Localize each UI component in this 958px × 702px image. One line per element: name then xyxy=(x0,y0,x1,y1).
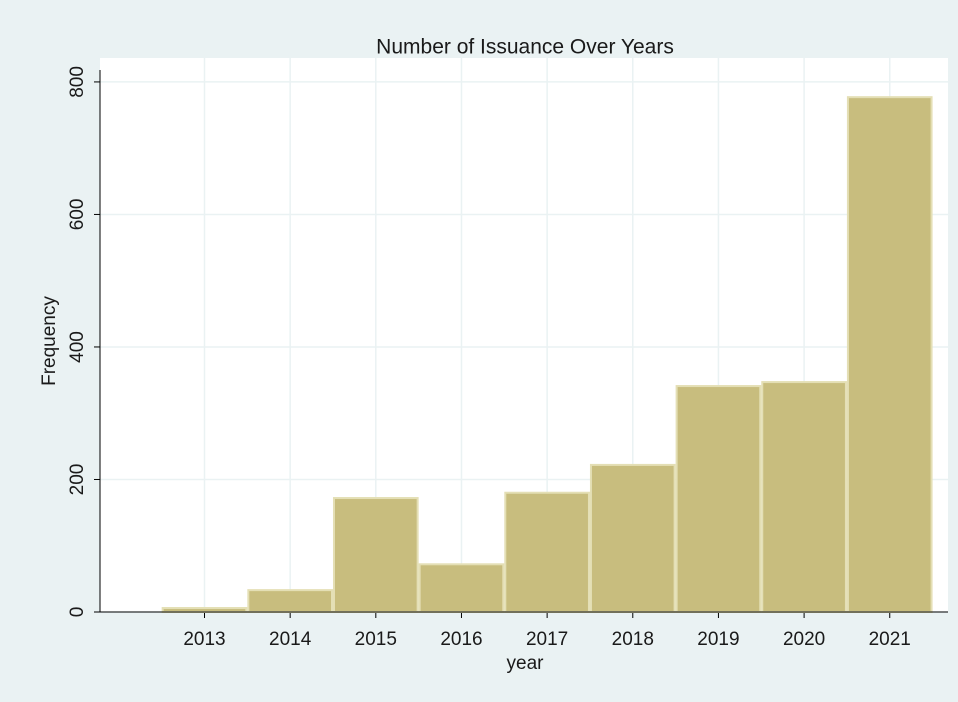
x-tick-label: 2016 xyxy=(440,629,482,650)
x-tick-label: 2015 xyxy=(355,629,397,650)
y-tick-label: 400 xyxy=(67,331,88,363)
bar xyxy=(761,381,847,613)
y-tick-label: 0 xyxy=(67,607,88,618)
x-tick-label: 2021 xyxy=(869,629,911,650)
x-tick-label: 2017 xyxy=(526,629,568,650)
y-tick-label: 600 xyxy=(67,199,88,231)
bar xyxy=(589,463,676,613)
x-tick-label: 2014 xyxy=(269,629,312,650)
chart-title: Number of Issuance Over Years xyxy=(376,36,674,59)
bar xyxy=(247,589,333,613)
y-axis-label: Frequency xyxy=(39,296,60,386)
bar xyxy=(675,385,762,614)
x-tick-label: 2013 xyxy=(183,629,225,650)
bar xyxy=(846,96,933,613)
y-tick-label: 200 xyxy=(67,464,88,496)
x-tick-label: 2020 xyxy=(783,629,825,650)
bar xyxy=(504,491,590,613)
y-tick-label: 800 xyxy=(67,66,88,98)
bar xyxy=(332,497,419,614)
x-tick-label: 2018 xyxy=(612,629,654,650)
bar xyxy=(418,563,505,613)
x-axis-label: year xyxy=(507,653,545,674)
bar xyxy=(161,607,248,614)
x-tick-label: 2019 xyxy=(697,629,739,650)
